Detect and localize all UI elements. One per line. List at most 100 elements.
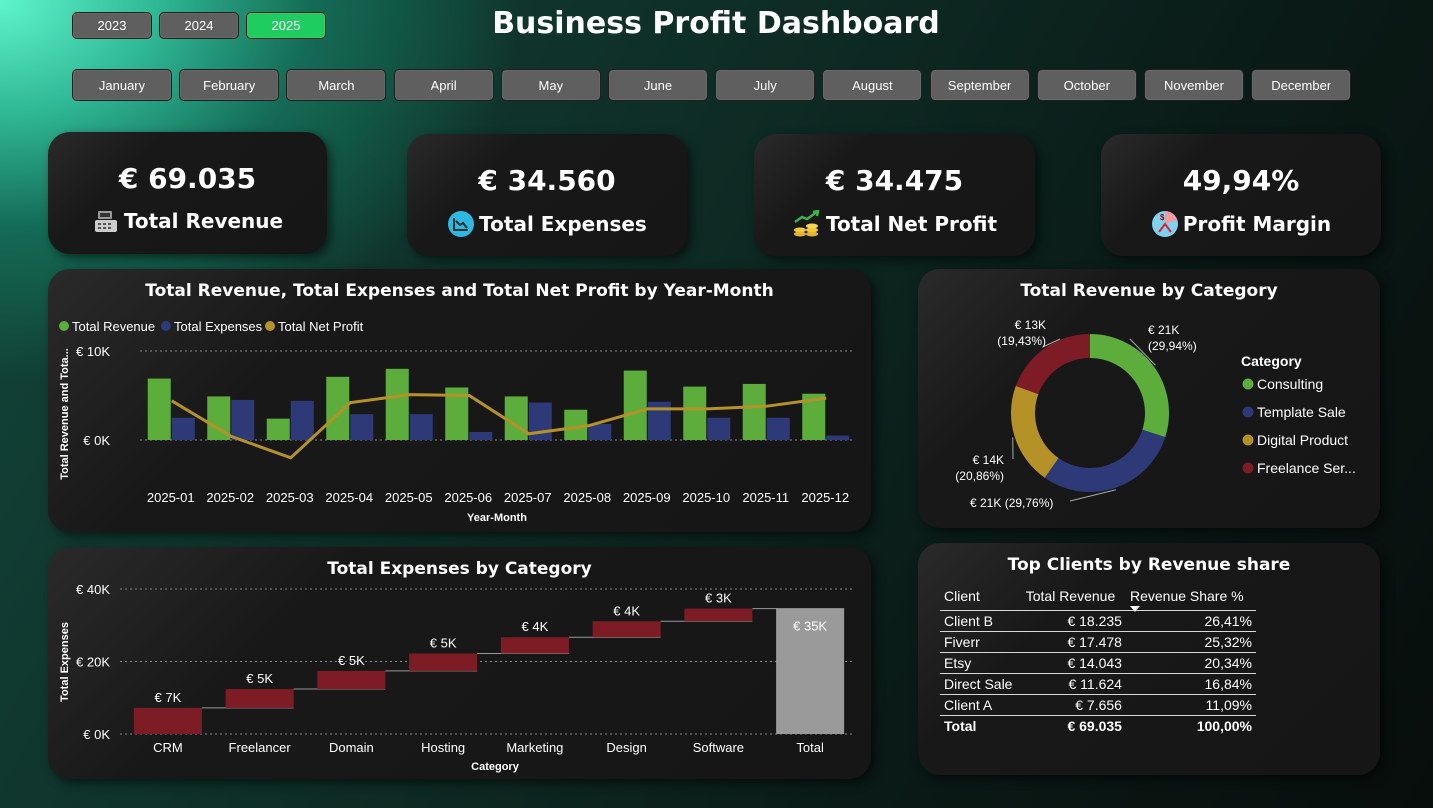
kpi-card-total-net-profit: € 34.475 Total Net Profit [754, 134, 1035, 256]
month-button-march[interactable]: March [286, 69, 387, 101]
month-button-september[interactable]: September [929, 69, 1030, 101]
net-profit-line [170, 393, 827, 460]
expense-step-bar [409, 653, 478, 671]
legend-marker [1242, 462, 1254, 474]
slice-label: € 13K [1015, 318, 1046, 332]
x-tick-label: 2025-05 [385, 490, 433, 505]
total-cell-revenue: € 69.035 [1067, 718, 1122, 734]
revenue-bar [623, 370, 647, 440]
y-tick-label: € 20K [76, 655, 110, 670]
legend-item: Template Sale [1257, 404, 1346, 420]
page-title: Business Profit Dashboard [492, 6, 940, 41]
expenses-bar [826, 435, 850, 440]
legend-marker [1242, 378, 1254, 390]
x-tick-label: Design [606, 740, 646, 755]
revenue-cell: € 17.478 [1067, 634, 1122, 650]
share-cell: 25,32% [1204, 634, 1252, 650]
data-label: € 5K [338, 653, 365, 668]
revenue-bar [683, 386, 707, 440]
waterfall-chart: € 40K € 20K € 0K Total Expenses € 7K CRM € 5K F… [59, 582, 854, 773]
month-button-october[interactable]: October [1036, 69, 1137, 101]
slice-label: € 14K [973, 453, 1004, 467]
clients-table: Client Total Revenue Revenue Share % Cli… [940, 577, 1256, 736]
x-tick-label: 2025-12 [801, 490, 849, 505]
x-tick-label: Domain [329, 740, 374, 755]
kpi-label: Total Expenses [479, 212, 647, 236]
revenue-bar [445, 387, 469, 440]
revenue-bar [385, 368, 409, 440]
kpi-value: € 34.560 [478, 164, 616, 197]
x-tick-label: 2025-04 [325, 490, 373, 505]
expenses-bar [469, 431, 493, 440]
revenue-bar [207, 396, 231, 440]
data-label: € 3K [705, 591, 732, 606]
month-button-april[interactable]: April [393, 69, 494, 101]
x-tick-label: 2025-02 [206, 490, 254, 505]
legend-marker [265, 321, 275, 331]
month-button-july[interactable]: July [715, 69, 816, 101]
kpi-card-profit-margin: 49,94% $ Profit Margin [1101, 134, 1381, 256]
donut-chart-panel: Total Revenue by Category € 21K (29,94%) €… [918, 269, 1380, 528]
x-tick-label: Freelancer [229, 740, 292, 755]
x-tick-label: Hosting [421, 740, 465, 755]
top-clients-title: Top Clients by Revenue share [1007, 555, 1291, 575]
x-tick-label: 2025-03 [266, 490, 314, 505]
column-header-client[interactable]: Client [944, 588, 980, 604]
kpi-label: Profit Margin [1182, 212, 1332, 236]
x-tick-label: 2025-07 [504, 490, 552, 505]
year-button-2024[interactable]: 2024 [159, 12, 239, 39]
revenue-bar [326, 376, 350, 440]
waterfall-chart-panel: Total Expenses by Category € 40K € 20K € 0… [48, 547, 871, 779]
x-tick-label: Total [796, 740, 824, 755]
expenses-bar [766, 417, 790, 440]
table-row: Fiverr € 17.478 25,32% [940, 631, 1256, 653]
year-button-2025[interactable]: 2025 [246, 12, 326, 39]
x-axis-label: Year-Month [467, 512, 527, 524]
month-button-december[interactable]: December [1251, 69, 1352, 101]
coins-growth-icon [793, 210, 820, 237]
month-button-june[interactable]: June [608, 69, 708, 101]
combo-chart-panel: Total Revenue, Total Expenses and Total … [48, 269, 871, 532]
slice-label: € 21K [1148, 323, 1179, 337]
table-row: Client A € 7.656 11,09% [940, 694, 1256, 716]
month-button-february[interactable]: February [179, 69, 280, 101]
client-cell: Client B [944, 613, 994, 629]
sort-descending-icon [1129, 606, 1140, 612]
leader-line [1043, 338, 1061, 348]
column-header-revenue-share[interactable]: Revenue Share % [1126, 577, 1256, 612]
column-header-total-revenue[interactable]: Total Revenue [1025, 588, 1116, 604]
client-cell: Fiverr [944, 634, 980, 650]
revenue-bar [802, 393, 826, 440]
table-row: Etsy € 14.043 20,34% [940, 652, 1256, 674]
legend-marker [1242, 406, 1254, 418]
donut-slice [1090, 334, 1169, 438]
share-cell: 16,84% [1204, 676, 1252, 692]
expense-step-bar [225, 689, 294, 708]
month-button-august[interactable]: August [822, 69, 923, 101]
month-button-may[interactable]: May [500, 69, 601, 101]
kpi-value: 49,94% [1182, 164, 1300, 197]
x-tick-label: 2025-01 [147, 490, 195, 505]
client-cell: Direct Sale [944, 676, 1013, 692]
x-tick-label: Marketing [506, 740, 563, 755]
waterfall-chart-title: Total Expenses by Category [327, 559, 592, 579]
data-label: € 5K [430, 636, 457, 651]
legend-item: Digital Product [1257, 432, 1348, 448]
expenses-bar [350, 414, 374, 440]
expenses-bar [588, 423, 612, 440]
month-button-january[interactable]: January [72, 69, 172, 101]
data-label: € 7K [155, 690, 182, 705]
month-button-november[interactable]: November [1144, 69, 1244, 101]
expenses-bar [707, 417, 731, 440]
svg-text:$: $ [1160, 213, 1165, 222]
expenses-bar [231, 399, 255, 440]
table-row: Direct Sale € 11.624 16,84% [940, 673, 1256, 695]
combo-chart-title: Total Revenue, Total Expenses and Total … [145, 281, 774, 301]
revenue-bar [504, 396, 528, 440]
x-tick-label: 2025-06 [444, 490, 492, 505]
donut-slice [1044, 429, 1166, 492]
share-cell: 20,34% [1204, 655, 1252, 671]
year-button-2023[interactable]: 2023 [72, 12, 152, 39]
expense-step-bar [684, 608, 753, 622]
kpi-card-total-expenses: € 34.560 Total Expenses [407, 134, 687, 256]
